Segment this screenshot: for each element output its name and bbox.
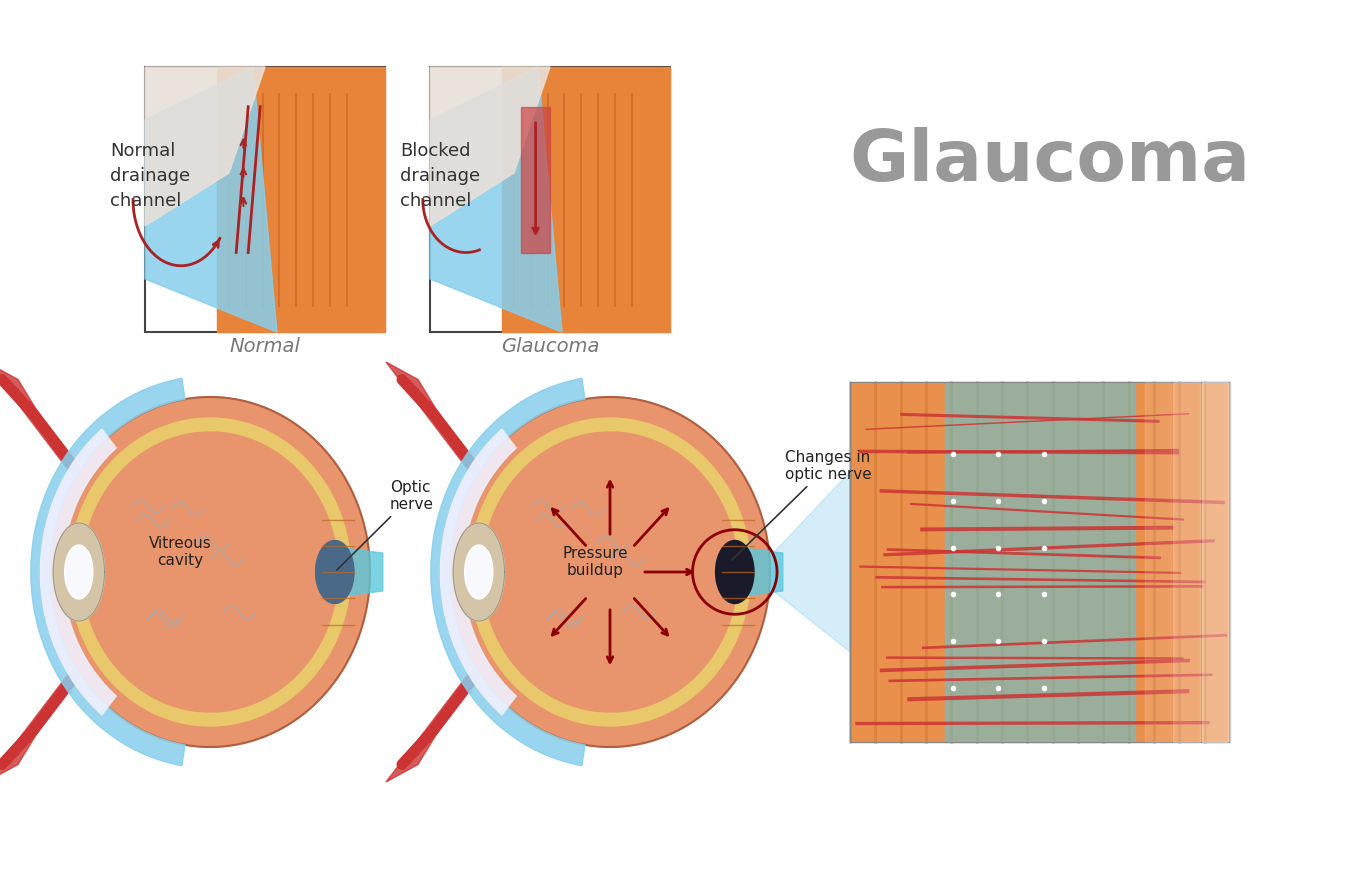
Polygon shape	[716, 541, 754, 604]
Text: Optic
nerve: Optic nerve	[336, 480, 434, 570]
Polygon shape	[69, 418, 351, 726]
Polygon shape	[31, 378, 184, 765]
Polygon shape	[430, 67, 561, 332]
Text: Normal
drainage
channel: Normal drainage channel	[110, 142, 190, 210]
Text: Blocked
drainage
channel: Blocked drainage channel	[400, 142, 480, 210]
Polygon shape	[65, 545, 92, 599]
Polygon shape	[450, 397, 770, 747]
Text: Vitreous
cavity: Vitreous cavity	[149, 536, 212, 568]
Text: Glaucoma: Glaucoma	[500, 337, 599, 356]
Polygon shape	[430, 67, 551, 226]
Polygon shape	[50, 397, 370, 747]
Polygon shape	[469, 418, 751, 726]
FancyBboxPatch shape	[430, 67, 670, 332]
Polygon shape	[316, 541, 354, 604]
Polygon shape	[431, 378, 584, 765]
Polygon shape	[945, 382, 1135, 742]
Polygon shape	[453, 523, 504, 621]
Polygon shape	[0, 659, 81, 782]
Polygon shape	[217, 67, 385, 332]
Text: Glaucoma: Glaucoma	[849, 128, 1250, 196]
Polygon shape	[386, 362, 481, 484]
Polygon shape	[50, 397, 370, 747]
Polygon shape	[502, 67, 670, 332]
Polygon shape	[465, 545, 492, 599]
FancyBboxPatch shape	[145, 67, 385, 332]
Polygon shape	[481, 432, 738, 712]
Polygon shape	[450, 397, 770, 747]
Polygon shape	[735, 547, 782, 598]
Polygon shape	[145, 67, 277, 332]
Polygon shape	[773, 472, 850, 652]
Polygon shape	[66, 548, 92, 597]
Polygon shape	[850, 382, 1230, 742]
Polygon shape	[41, 429, 117, 714]
Polygon shape	[81, 432, 338, 712]
Text: Changes in
optic nerve: Changes in optic nerve	[732, 450, 872, 560]
Polygon shape	[1201, 382, 1229, 742]
Polygon shape	[453, 523, 504, 621]
Polygon shape	[521, 107, 551, 252]
Polygon shape	[1173, 382, 1200, 742]
Polygon shape	[441, 429, 517, 714]
Text: Pressure
buildup: Pressure buildup	[563, 546, 628, 578]
Polygon shape	[53, 523, 104, 621]
Polygon shape	[145, 67, 264, 226]
Polygon shape	[1230, 382, 1257, 742]
Text: Normal: Normal	[229, 337, 301, 356]
Polygon shape	[335, 547, 382, 598]
Polygon shape	[53, 523, 104, 621]
Polygon shape	[466, 548, 492, 597]
Polygon shape	[0, 362, 81, 484]
Polygon shape	[386, 659, 481, 782]
Polygon shape	[1144, 382, 1172, 742]
